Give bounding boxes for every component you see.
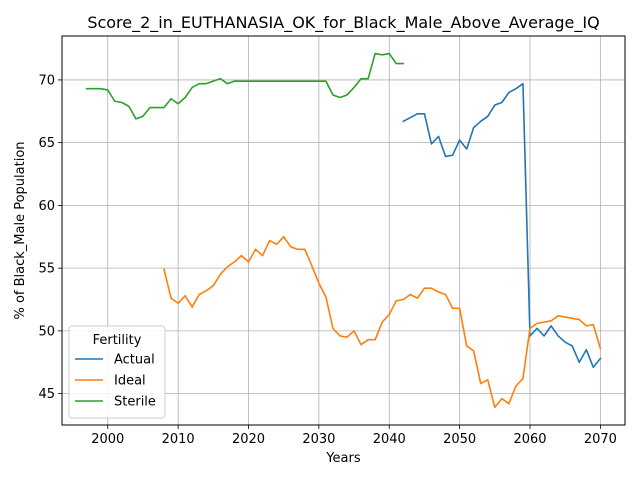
y-tick-label: 65 xyxy=(38,136,55,151)
legend-box xyxy=(68,325,166,419)
chart-title: Score_2_in_EUTHANASIA_OK_for_Black_Male_… xyxy=(87,13,599,33)
legend-entries: Actual Ideal Sterile xyxy=(75,353,156,410)
legend-title: Fertility xyxy=(93,333,142,348)
x-tick-label: 2060 xyxy=(513,432,546,447)
legend: Fertility Actual Ideal Sterile xyxy=(68,325,166,419)
legend-label-actual: Actual xyxy=(114,353,155,368)
legend-label-sterile: Sterile xyxy=(114,395,156,410)
x-tick-label: 2070 xyxy=(584,432,617,447)
y-tick-label: 45 xyxy=(38,387,55,402)
x-tick-label: 2040 xyxy=(373,432,406,447)
series-lines xyxy=(85,52,602,409)
x-tick-label: 2020 xyxy=(232,432,265,447)
series-line-sterile xyxy=(85,52,405,120)
y-tick-label: 70 xyxy=(38,73,55,88)
x-tick-label: 2030 xyxy=(302,432,335,447)
plot-frame xyxy=(61,35,626,426)
x-tick-label: 2000 xyxy=(91,432,124,447)
y-tick-label: 60 xyxy=(38,199,55,214)
y-axis-ticks: 45 50 55 60 65 70 xyxy=(38,73,62,402)
legend-label-ideal: Ideal xyxy=(114,374,146,389)
y-axis-label: % of Black_Male Population xyxy=(13,141,28,319)
series-line-ideal xyxy=(163,235,602,409)
x-tick-label: 2010 xyxy=(162,432,195,447)
series-line-actual xyxy=(402,82,602,369)
y-tick-label: 55 xyxy=(38,262,55,277)
x-tick-label: 2050 xyxy=(443,432,476,447)
y-tick-label: 50 xyxy=(38,324,55,339)
x-axis-label: Years xyxy=(325,451,361,466)
x-axis-ticks: 2000 2010 2020 2030 2040 2050 2060 2070 xyxy=(91,425,617,447)
